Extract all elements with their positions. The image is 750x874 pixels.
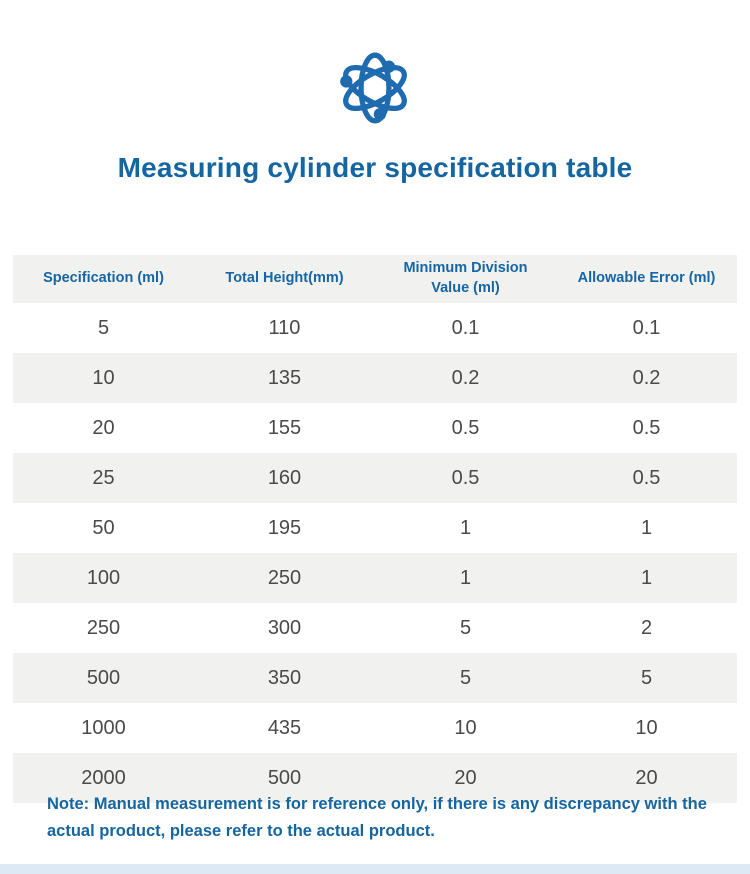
table-row: 1000 435 10 10 [13, 703, 737, 753]
table-row: 500 350 5 5 [13, 653, 737, 703]
table-cell: 0.5 [375, 453, 556, 503]
table-cell: 155 [194, 403, 375, 453]
table-cell: 300 [194, 603, 375, 653]
column-header-allowable-error: Allowable Error (ml) [556, 255, 737, 303]
table-cell: 1 [375, 503, 556, 553]
table-cell: 20 [13, 403, 194, 453]
column-header-specification: Specification (ml) [13, 255, 194, 303]
table-cell: 2 [556, 603, 737, 653]
table-cell: 20 [375, 753, 556, 803]
table-cell: 1 [375, 553, 556, 603]
table-cell: 0.2 [556, 353, 737, 403]
table-cell: 0.1 [375, 303, 556, 353]
table-cell: 20 [556, 753, 737, 803]
bottom-accent-bar [0, 864, 750, 874]
table-cell: 50 [13, 503, 194, 553]
table-cell: 5 [375, 653, 556, 703]
table-row: 20 155 0.5 0.5 [13, 403, 737, 453]
column-header-total-height: Total Height(mm) [194, 255, 375, 303]
table-cell: 1 [556, 503, 737, 553]
spec-table: Specification (ml) Total Height(mm) Mini… [13, 255, 737, 803]
table-row: 50 195 1 1 [13, 503, 737, 553]
page-title: Measuring cylinder specification table [117, 152, 633, 183]
table-cell: 350 [194, 653, 375, 703]
table-cell: 435 [194, 703, 375, 753]
table-cell: 10 [556, 703, 737, 753]
table-cell: 10 [375, 703, 556, 753]
table-header-row: Specification (ml) Total Height(mm) Mini… [13, 255, 737, 303]
table-cell: 1 [556, 553, 737, 603]
table-cell: 500 [194, 753, 375, 803]
column-header-min-division: Minimum Division Value (ml) [375, 255, 556, 303]
table-cell: 500 [13, 653, 194, 703]
table-cell: 0.1 [556, 303, 737, 353]
table-row: 10 135 0.2 0.2 [13, 353, 737, 403]
table-row: 2000 500 20 20 [13, 753, 737, 803]
table-cell: 250 [13, 603, 194, 653]
note-text: Note: Manual measurement is for referenc… [47, 795, 707, 841]
table-cell: 0.2 [375, 353, 556, 403]
table-cell: 0.5 [375, 403, 556, 453]
table-cell: 5 [556, 653, 737, 703]
table-cell: 25 [13, 453, 194, 503]
table-cell: 100 [13, 553, 194, 603]
table-cell: 0.5 [556, 453, 737, 503]
table-cell: 160 [194, 453, 375, 503]
table-cell: 110 [194, 303, 375, 353]
table-cell: 250 [194, 553, 375, 603]
table-cell: 5 [13, 303, 194, 353]
table-cell: 0.5 [556, 403, 737, 453]
table-cell: 195 [194, 503, 375, 553]
table-cell: 10 [13, 353, 194, 403]
table-cell: 2000 [13, 753, 194, 803]
atom-icon [0, 47, 750, 134]
table-row: 250 300 5 2 [13, 603, 737, 653]
table-cell: 1000 [13, 703, 194, 753]
table-row: 25 160 0.5 0.5 [13, 453, 737, 503]
table-row: 100 250 1 1 [13, 553, 737, 603]
table-cell: 5 [375, 603, 556, 653]
table-row: 5 110 0.1 0.1 [13, 303, 737, 353]
table-cell: 135 [194, 353, 375, 403]
